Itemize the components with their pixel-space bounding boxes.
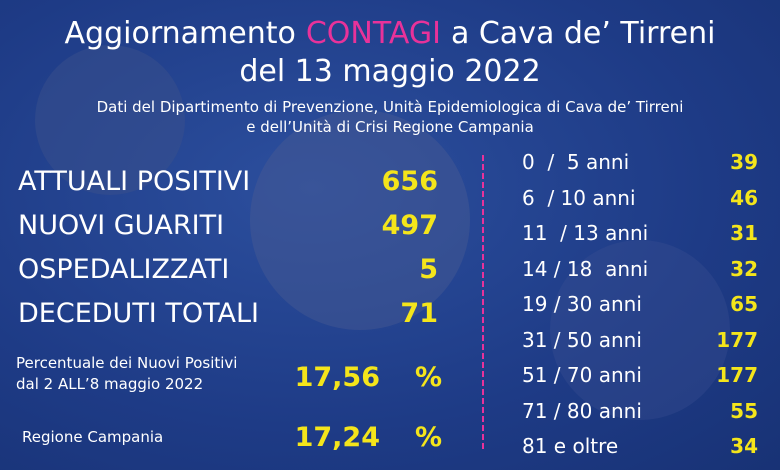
age-label: 0 / 5 anni <box>522 150 630 174</box>
age-label: 11 / 13 anni <box>522 221 649 245</box>
age-value: 55 <box>730 398 758 423</box>
percent-label: Percentuale dei Nuovi Positivi <box>16 354 238 372</box>
percent-label: Regione Campania <box>22 428 164 446</box>
age-label: 6 / 10 anni <box>522 185 636 210</box>
percent-value: 17,24 <box>294 422 380 453</box>
age-value: 65 <box>730 292 758 316</box>
stat-label: OSPEDALIZZATI <box>18 254 230 285</box>
stat-value: 71 <box>400 298 438 329</box>
age-label: 81 e oltre <box>522 434 619 458</box>
age-value: 34 <box>730 434 758 458</box>
percent-unit: % <box>415 422 443 453</box>
age-value: 31 <box>730 221 758 245</box>
age-value: 177 <box>716 327 758 352</box>
stat-value: 497 <box>381 210 438 241</box>
age-label: 31 / 50 anni <box>522 327 642 352</box>
title-highlight: CONTAGI <box>305 16 441 51</box>
stat-value: 656 <box>381 166 438 197</box>
stat-label: DECEDUTI TOTALI <box>18 298 259 329</box>
percent-unit: % <box>415 362 443 393</box>
date: del 13 maggio 2022 <box>239 54 541 89</box>
age-value: 39 <box>730 150 758 174</box>
percent-label: dal 2 ALL’8 maggio 2022 <box>16 375 204 393</box>
stat-label: ATTUALI POSITIVI <box>18 166 251 197</box>
title: Aggiornamento CONTAGI a Cava de’ Tirreni <box>0 16 780 51</box>
age-value: 177 <box>716 363 758 387</box>
title-pre: Aggiornamento <box>64 16 296 51</box>
age-value: 32 <box>730 256 758 281</box>
age-value: 46 <box>730 185 758 210</box>
stat-value: 5 <box>419 254 438 285</box>
age-label: 19 / 30 anni <box>522 292 642 316</box>
age-label: 51 / 70 anni <box>522 363 642 387</box>
age-label: 14 / 18 anni <box>522 256 649 281</box>
age-label: 71 / 80 anni <box>522 398 642 423</box>
title-post: a Cava de’ Tirreni <box>450 16 716 51</box>
source: Dati del Dipartimento di Prevenzione, Un… <box>96 98 684 116</box>
percent-value: 17,56 <box>294 362 380 393</box>
source: e dell’Unità di Crisi Regione Campania <box>246 118 534 136</box>
stat-label: NUOVI GUARITI <box>18 210 225 241</box>
